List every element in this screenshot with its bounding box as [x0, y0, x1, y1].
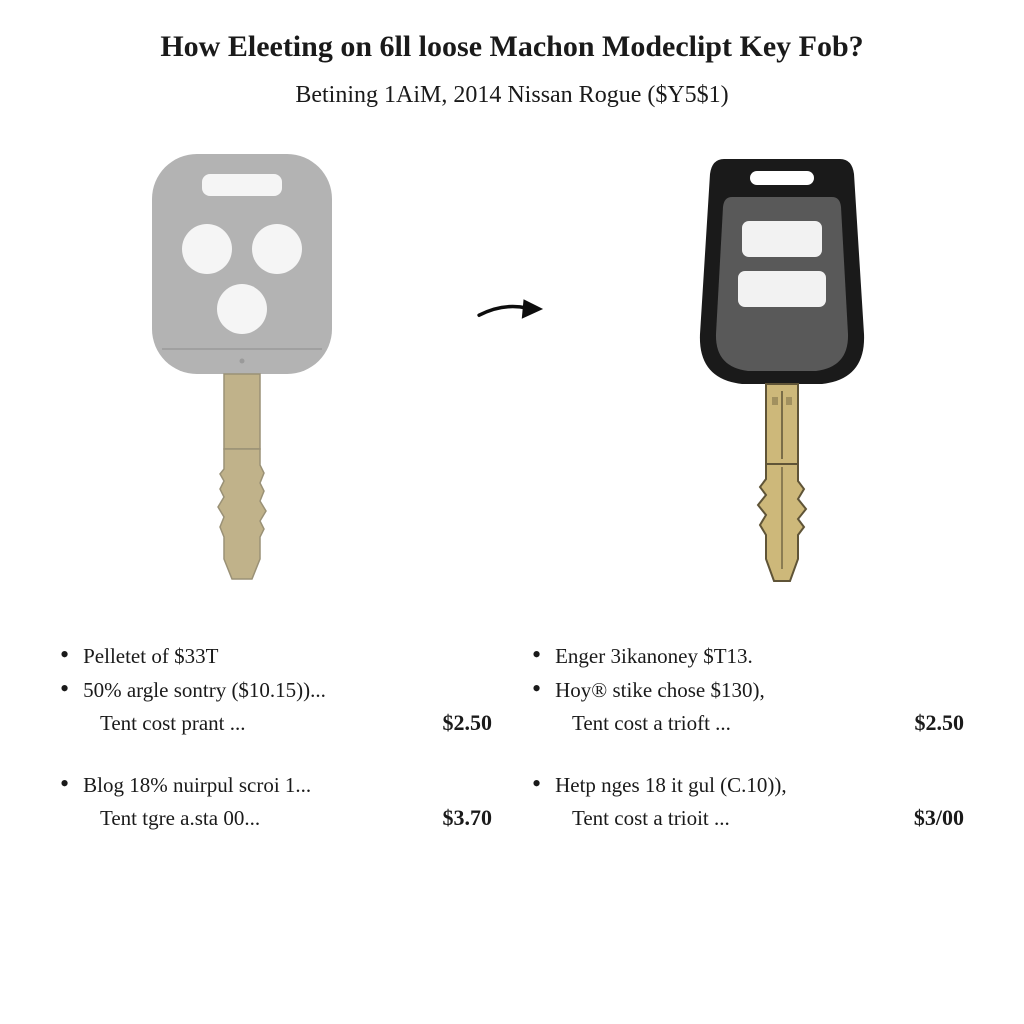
bullet-icon: • — [532, 639, 541, 670]
bullet-text: 50% argle sontry ($10.15))... — [83, 675, 326, 707]
cost-row: Tent cost a trioit ... $3/00 — [532, 801, 964, 835]
bullet-text: Enger 3ikanoney $T13. — [555, 641, 753, 673]
left-key-fob-icon — [112, 139, 372, 599]
bullet-text: Pelletet of $33T — [83, 641, 218, 673]
page-title: How Eleeting on 6ll loose Machon Modecli… — [50, 30, 974, 64]
bullet-text: Hetp nges 18 it gul (C.10)), — [555, 770, 787, 802]
arrow-column — [472, 284, 552, 334]
bullet-icon: • — [60, 768, 69, 799]
cost-label: Tent cost a trioit ... — [572, 803, 906, 835]
bullet-icon: • — [60, 673, 69, 704]
cost-label: Tent tgre a.sta 00... — [100, 803, 435, 835]
bullet-icon: • — [532, 768, 541, 799]
cost-value: $2.50 — [443, 706, 493, 739]
list-item: • 50% argle sontry ($10.15))... — [60, 673, 492, 707]
cost-value: $3.70 — [443, 801, 493, 834]
page-subtitle: Betining 1AiM, 2014 Nissan Rogue ($Y5$1) — [50, 82, 974, 109]
list-item: • Hetp nges 18 it gul (C.10)), — [532, 768, 964, 802]
cost-row: Tent cost a trioft ... $2.50 — [532, 706, 964, 740]
list-item: • Enger 3ikanoney $T13. — [532, 639, 964, 673]
bullet-text: Blog 18% nuirpul scroi 1... — [83, 770, 311, 802]
arrow-right-icon — [472, 284, 552, 334]
bullet-icon: • — [60, 639, 69, 670]
list-block: • Pelletet of $33T • 50% argle sontry ($… — [60, 639, 492, 740]
cost-row: Tent tgre a.sta 00... $3.70 — [60, 801, 492, 835]
list-item: • Pelletet of $33T — [60, 639, 492, 673]
right-key-column — [592, 139, 972, 599]
cost-value: $3/00 — [914, 801, 964, 834]
lists-row: • Pelletet of $33T • 50% argle sontry ($… — [50, 639, 974, 863]
left-list-column: • Pelletet of $33T • 50% argle sontry ($… — [60, 639, 492, 863]
cost-label: Tent cost a trioft ... — [572, 708, 907, 740]
bullet-icon: • — [532, 673, 541, 704]
bullet-text: Hoy® stike chose $130), — [555, 675, 765, 707]
list-block: • Enger 3ikanoney $T13. • Hoy® stike cho… — [532, 639, 964, 740]
right-key-fob-icon — [652, 139, 912, 599]
left-key-column — [52, 139, 432, 599]
list-block: • Hetp nges 18 it gul (C.10)), Tent cost… — [532, 768, 964, 835]
list-item: • Blog 18% nuirpul scroi 1... — [60, 768, 492, 802]
list-item: • Hoy® stike chose $130), — [532, 673, 964, 707]
cost-label: Tent cost prant ... — [100, 708, 435, 740]
list-block: • Blog 18% nuirpul scroi 1... Tent tgre … — [60, 768, 492, 835]
cost-row: Tent cost prant ... $2.50 — [60, 706, 492, 740]
cost-value: $2.50 — [915, 706, 965, 739]
right-list-column: • Enger 3ikanoney $T13. • Hoy® stike cho… — [532, 639, 964, 863]
comparison-row — [50, 139, 974, 599]
